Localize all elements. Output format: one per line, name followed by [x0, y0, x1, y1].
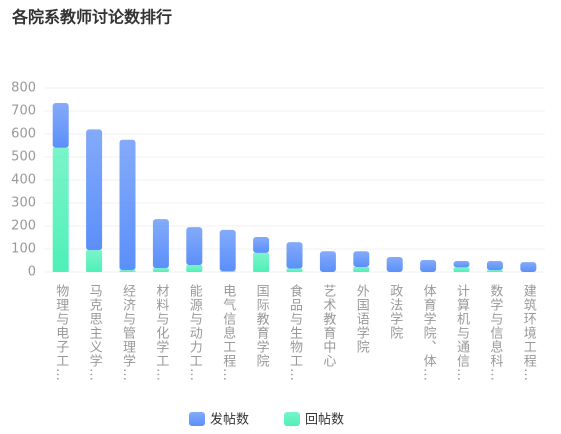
bar [86, 250, 103, 272]
bar [119, 139, 136, 271]
bar [152, 219, 169, 269]
legend-swatch [284, 412, 300, 426]
bar [219, 271, 236, 272]
legend-label: 发帖数 [210, 412, 249, 428]
bar [86, 129, 103, 251]
bar [420, 260, 437, 272]
bar [186, 265, 203, 272]
legend-label: 回帖数 [305, 413, 344, 428]
y-tick-label: 100 [11, 242, 36, 257]
bar [286, 268, 303, 272]
x-tick-label: 数学与信息科… [487, 284, 503, 382]
bar [453, 267, 470, 272]
y-tick-label: 500 [11, 150, 36, 165]
bar [486, 260, 503, 271]
y-tick-label: 400 [11, 173, 36, 188]
x-tick-label: 电气信息工程… [220, 284, 236, 382]
bar [52, 147, 69, 272]
x-tick-label: 艺术教育中心 [320, 284, 336, 368]
bar [453, 260, 470, 268]
x-tick-label: 国际教育学院 [254, 284, 270, 368]
bar [486, 270, 503, 272]
bar [52, 102, 69, 148]
bar [286, 242, 303, 269]
x-tick-label: 建筑环境工程… [521, 284, 537, 382]
y-tick-label: 0 [28, 265, 36, 280]
x-tick-label: 政法学院 [387, 284, 403, 340]
x-tick-label: 能源与动力工… [187, 284, 203, 382]
bar [219, 229, 236, 272]
bar [520, 262, 537, 272]
x-tick-label: 体育学院、体… [421, 284, 437, 382]
bar [119, 270, 136, 272]
x-tick-label: 食品与生物工… [287, 283, 303, 382]
x-tick-label: 外国语学院 [354, 284, 370, 354]
bar [353, 266, 370, 272]
y-tick-label: 600 [11, 127, 36, 142]
bar [319, 251, 336, 272]
x-tick-label: 材料与化学工… [153, 284, 169, 382]
bar [253, 252, 270, 272]
bar [253, 237, 270, 253]
x-tick-label: 物理与电子工… [53, 284, 68, 382]
y-tick-label: 300 [11, 196, 36, 211]
x-tick-label: 计算机与通信… [454, 284, 470, 382]
bar [186, 227, 203, 266]
y-tick-label: 700 [11, 104, 36, 119]
legend-swatch [189, 412, 205, 426]
bar [152, 268, 169, 272]
y-tick-label: 200 [11, 219, 36, 234]
bar [353, 251, 370, 267]
x-tick-label: 马克思主义学… [87, 284, 103, 382]
chart-title: 各院系教师讨论数排行 [11, 8, 172, 27]
bar [386, 257, 403, 272]
x-tick-label: 经济与管理学… [120, 284, 136, 382]
y-tick-label: 800 [11, 81, 36, 96]
